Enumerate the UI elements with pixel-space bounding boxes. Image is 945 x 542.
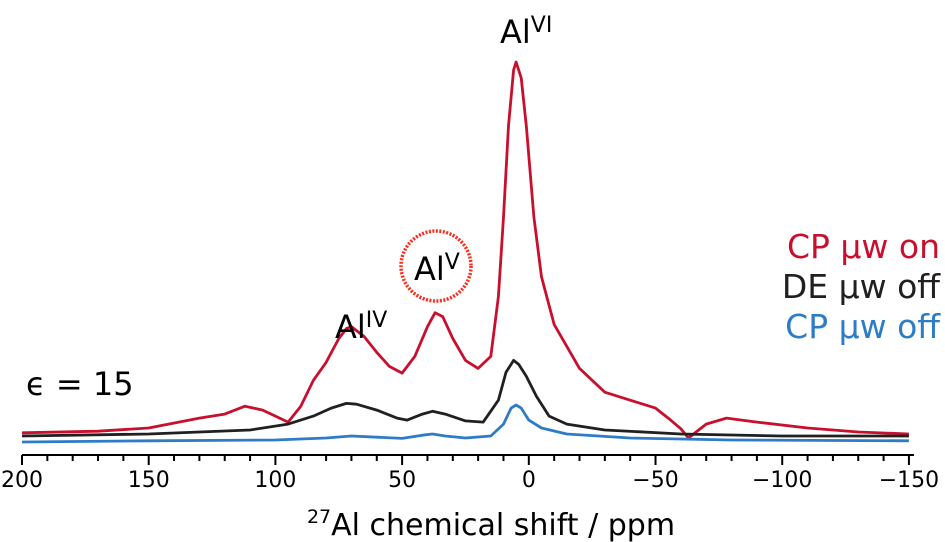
legend-entry-cp-uw-on: CP µw on [787,227,940,266]
x-axis-tick-labels: 200 150 100 50 0 −50 −100 −150 [1,468,939,493]
x-axis-title: 27Al chemical shift / ppm [307,506,675,542]
peak-label-al-vi-sup: VI [531,13,553,38]
peak-label-al-iv-sup: IV [366,308,388,333]
series-line-cp-uw-off [21,403,909,444]
peak-label-al-vi: AlVI [500,13,552,51]
series-line-de-uw-off [21,359,909,438]
x-tick-label: −150 [879,468,939,493]
peak-label-al-vi-base: Al [500,13,531,51]
legend: CP µw on DE µw off CP µw off [782,227,941,346]
x-axis-title-superscript: 27 [307,506,331,528]
series-group [21,60,909,444]
x-tick-label: 200 [1,468,43,493]
x-tick-label: 50 [388,468,416,493]
x-tick-label: 0 [522,468,536,493]
epsilon-label: ϵ = 15 [26,365,134,403]
x-axis-ticks [21,455,910,465]
peak-label-al-v-sup: V [445,250,460,275]
x-tick-label: 100 [254,468,296,493]
x-tick-label: −50 [632,468,678,493]
peak-label-al-v: AlV [414,250,460,288]
x-tick-label: −100 [752,468,812,493]
x-axis-title-text: Al chemical shift / ppm [331,508,675,542]
peak-label-al-iv-base: Al [335,308,366,346]
peak-label-al-iv: AlIV [335,308,387,346]
x-tick-label: 150 [128,468,170,493]
highlight-circle [399,229,473,303]
legend-entry-cp-uw-off: CP µw off [785,307,941,346]
peak-label-al-v-base: Al [414,250,445,288]
series-line-cp-uw-on [21,60,909,440]
legend-entry-de-uw-off: DE µw off [782,267,941,306]
